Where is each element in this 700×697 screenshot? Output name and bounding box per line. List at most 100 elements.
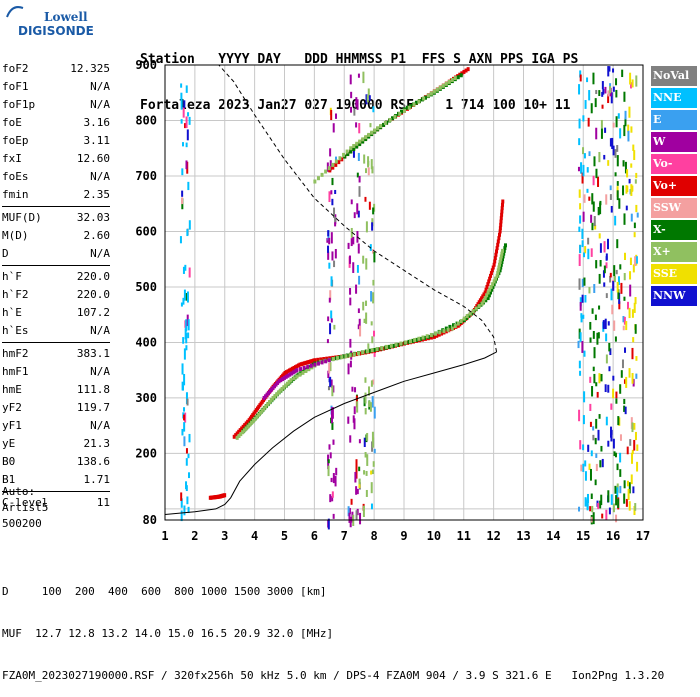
trace-point	[325, 356, 329, 361]
noise-echo	[592, 512, 595, 525]
noise-echo	[624, 117, 627, 127]
noise-echo	[604, 318, 607, 330]
noise-echo	[622, 185, 625, 196]
param-name: h`F	[2, 270, 22, 283]
param-value: N/A	[90, 324, 110, 337]
noise-echo	[598, 414, 601, 419]
trace-point	[499, 265, 503, 270]
trace-point	[484, 287, 488, 292]
noise-echo	[359, 512, 362, 525]
trace-point	[352, 144, 356, 149]
param-name: yE	[2, 437, 16, 450]
noise-echo	[330, 276, 333, 287]
noise-echo	[331, 251, 334, 261]
noise-echo	[623, 252, 626, 261]
legend-item: Vo-	[651, 154, 697, 174]
noise-echo	[347, 363, 350, 375]
noise-echo	[592, 201, 595, 212]
trace-point	[496, 271, 500, 276]
noise-echo	[626, 480, 629, 487]
trace-point	[251, 418, 255, 423]
noise-echo	[635, 204, 638, 213]
noise-echo	[628, 178, 631, 184]
legend-item: NNW	[651, 286, 697, 306]
trace-point	[500, 257, 504, 262]
noise-echo	[592, 330, 595, 339]
legend-item: SSE	[651, 264, 697, 284]
noise-echo	[633, 302, 636, 313]
trace-point	[368, 348, 372, 353]
noise-echo	[605, 354, 608, 364]
noise-echo	[616, 487, 619, 499]
param-row: foF1p N/A	[2, 96, 110, 114]
trace-point	[432, 334, 436, 339]
trace-point	[489, 290, 493, 295]
noise-echo	[350, 91, 353, 99]
noise-echo	[330, 190, 333, 195]
noise-echo	[624, 406, 627, 415]
noise-echo	[349, 360, 352, 368]
noise-echo	[589, 421, 592, 427]
noise-echo	[598, 90, 601, 97]
trace-point	[271, 395, 275, 400]
noise-echo	[595, 168, 598, 179]
noise-echo	[328, 297, 331, 303]
trace-point	[324, 169, 328, 174]
param-value: 1.71	[83, 473, 111, 486]
trace-point	[499, 216, 503, 221]
noise-echo	[631, 309, 634, 318]
noise-echo	[591, 222, 594, 231]
trace-point	[451, 323, 455, 328]
trace-point	[440, 331, 444, 336]
noise-echo	[610, 430, 613, 442]
noise-echo	[616, 155, 619, 167]
noise-echo	[358, 186, 361, 197]
param-row: foEs N/A	[2, 168, 110, 186]
noise-echo	[578, 254, 581, 267]
trace-point	[302, 365, 306, 370]
trace-point	[491, 282, 495, 287]
param-row: C-level 11	[2, 494, 110, 512]
noise-echo	[623, 493, 626, 504]
noise-echo	[349, 435, 352, 443]
noise-echo	[632, 264, 635, 273]
trace-point	[501, 199, 505, 204]
noise-echo	[602, 320, 605, 330]
noise-echo	[328, 444, 331, 450]
auto-version: 500200	[2, 517, 42, 530]
noise-echo	[631, 422, 634, 433]
trace-point	[285, 381, 289, 386]
trace-point	[327, 166, 331, 171]
noise-echo	[372, 249, 375, 254]
noise-echo	[593, 373, 596, 384]
trace-point	[498, 226, 502, 231]
noise-echo	[622, 315, 625, 323]
noise-echo	[331, 491, 334, 498]
noise-echo	[334, 222, 337, 227]
trace-point	[364, 135, 368, 140]
trace-point	[468, 311, 472, 316]
noise-echo	[370, 159, 373, 170]
trace-point	[496, 268, 500, 273]
param-name: foF1p	[2, 98, 36, 111]
noise-echo	[358, 275, 361, 285]
noise-echo	[619, 384, 622, 394]
x-tick-label: 1	[161, 529, 168, 543]
noise-echo	[364, 452, 367, 458]
noise-echo	[634, 431, 637, 441]
noise-echo	[365, 258, 368, 270]
noise-echo	[581, 294, 584, 303]
y-tick-label: 700	[135, 169, 157, 183]
trace-point	[417, 99, 421, 104]
noise-echo	[610, 494, 613, 505]
param-name: foEs	[2, 170, 29, 183]
noise-echo	[329, 290, 332, 301]
trace-point	[288, 372, 292, 377]
trace-point	[417, 336, 421, 341]
x-tick-label: 11	[457, 529, 471, 543]
trace-point	[493, 256, 497, 261]
trace-point	[273, 394, 277, 399]
noise-echo	[605, 333, 608, 342]
noise-echo	[634, 179, 637, 184]
noise-echo	[333, 324, 336, 330]
